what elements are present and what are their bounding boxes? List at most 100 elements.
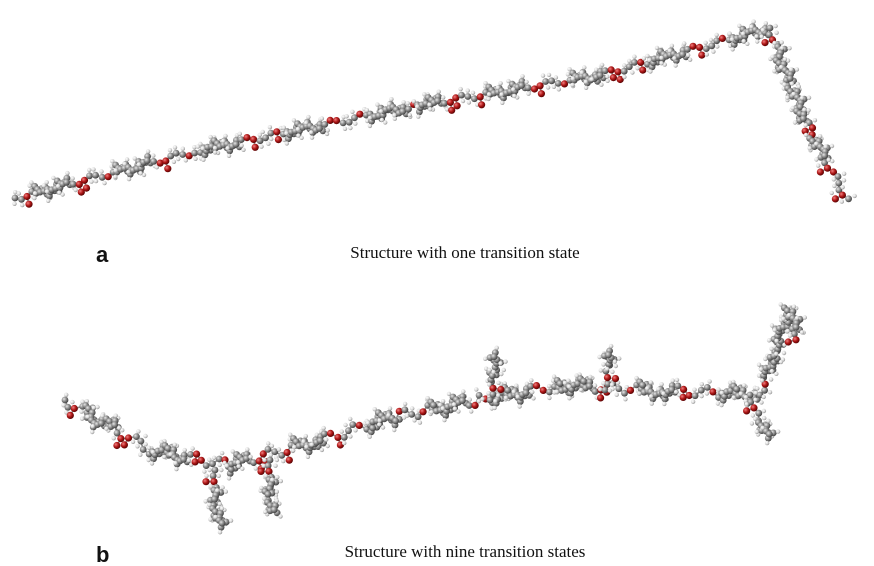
atom: [453, 102, 461, 110]
atom: [419, 408, 427, 416]
atom: [262, 134, 269, 142]
atom: [367, 115, 373, 121]
atom: [299, 135, 304, 140]
atom: [603, 374, 612, 382]
atom: [124, 157, 130, 162]
atom: [32, 191, 38, 196]
atom: [718, 34, 727, 43]
atom: [407, 112, 412, 118]
atom: [434, 97, 442, 105]
atom: [217, 530, 223, 535]
atom: [441, 99, 448, 107]
atom: [264, 490, 272, 498]
atom: [208, 517, 213, 522]
atom: [11, 194, 19, 202]
atom: [386, 413, 391, 418]
atom: [349, 421, 357, 428]
atom: [339, 119, 347, 127]
atom: [187, 451, 195, 458]
atom: [138, 452, 143, 457]
atom: [604, 366, 610, 372]
atom: [566, 384, 572, 389]
atom: [802, 107, 807, 112]
atom: [201, 157, 206, 162]
atom: [583, 85, 589, 91]
atom: [755, 386, 760, 391]
atom: [23, 192, 31, 201]
atom: [16, 191, 21, 196]
atom: [223, 133, 228, 139]
atom: [601, 381, 606, 386]
atom: [744, 402, 749, 407]
atom: [63, 178, 70, 186]
atom: [704, 391, 710, 396]
atom: [480, 396, 485, 402]
atom: [102, 180, 107, 186]
atom: [265, 467, 273, 475]
atom: [781, 316, 786, 321]
atom: [375, 102, 380, 107]
atom: [831, 195, 840, 203]
atom: [788, 67, 794, 72]
atom: [353, 428, 358, 433]
atom: [113, 168, 118, 173]
atom: [51, 175, 56, 181]
atom: [531, 396, 536, 401]
atom: [132, 156, 137, 161]
atom: [64, 403, 72, 411]
atom: [778, 359, 784, 365]
atom: [741, 383, 747, 388]
atom: [401, 406, 409, 414]
atom: [656, 386, 661, 392]
atom: [154, 165, 159, 170]
atom: [622, 74, 627, 80]
atom: [737, 23, 742, 28]
atom: [452, 406, 458, 411]
atom: [537, 90, 546, 98]
atom: [80, 176, 89, 184]
atom: [601, 67, 609, 75]
atom: [630, 70, 635, 75]
atom: [500, 100, 505, 106]
atom: [77, 188, 85, 196]
atom: [704, 52, 709, 57]
atom: [789, 81, 795, 86]
atom: [799, 95, 805, 101]
atom: [792, 323, 800, 331]
atom: [378, 109, 384, 114]
atom: [259, 144, 264, 149]
atom: [498, 361, 503, 366]
atom: [597, 394, 605, 402]
atom: [44, 180, 49, 185]
atom: [452, 94, 460, 102]
atom: [546, 72, 552, 78]
atom: [560, 80, 569, 88]
atom: [794, 67, 800, 72]
atom: [85, 414, 90, 419]
atom: [754, 429, 759, 434]
atom: [377, 422, 382, 427]
atom: [98, 173, 106, 181]
atom: [392, 417, 399, 425]
atom: [104, 426, 109, 431]
atom: [215, 455, 223, 463]
atom: [520, 74, 525, 79]
atom: [87, 167, 92, 173]
atom: [730, 47, 735, 52]
atom: [436, 89, 441, 94]
atom: [98, 419, 105, 427]
atom: [546, 388, 553, 396]
atom: [12, 201, 17, 206]
atom: [674, 382, 682, 390]
atom: [342, 440, 347, 446]
atom: [253, 466, 258, 471]
atom: [63, 392, 69, 397]
atom: [465, 88, 470, 93]
atom: [767, 390, 773, 395]
atom: [609, 74, 618, 82]
atom: [486, 391, 491, 396]
atom: [275, 474, 280, 480]
atom: [270, 477, 275, 482]
atom: [680, 385, 688, 393]
atom: [73, 187, 78, 193]
